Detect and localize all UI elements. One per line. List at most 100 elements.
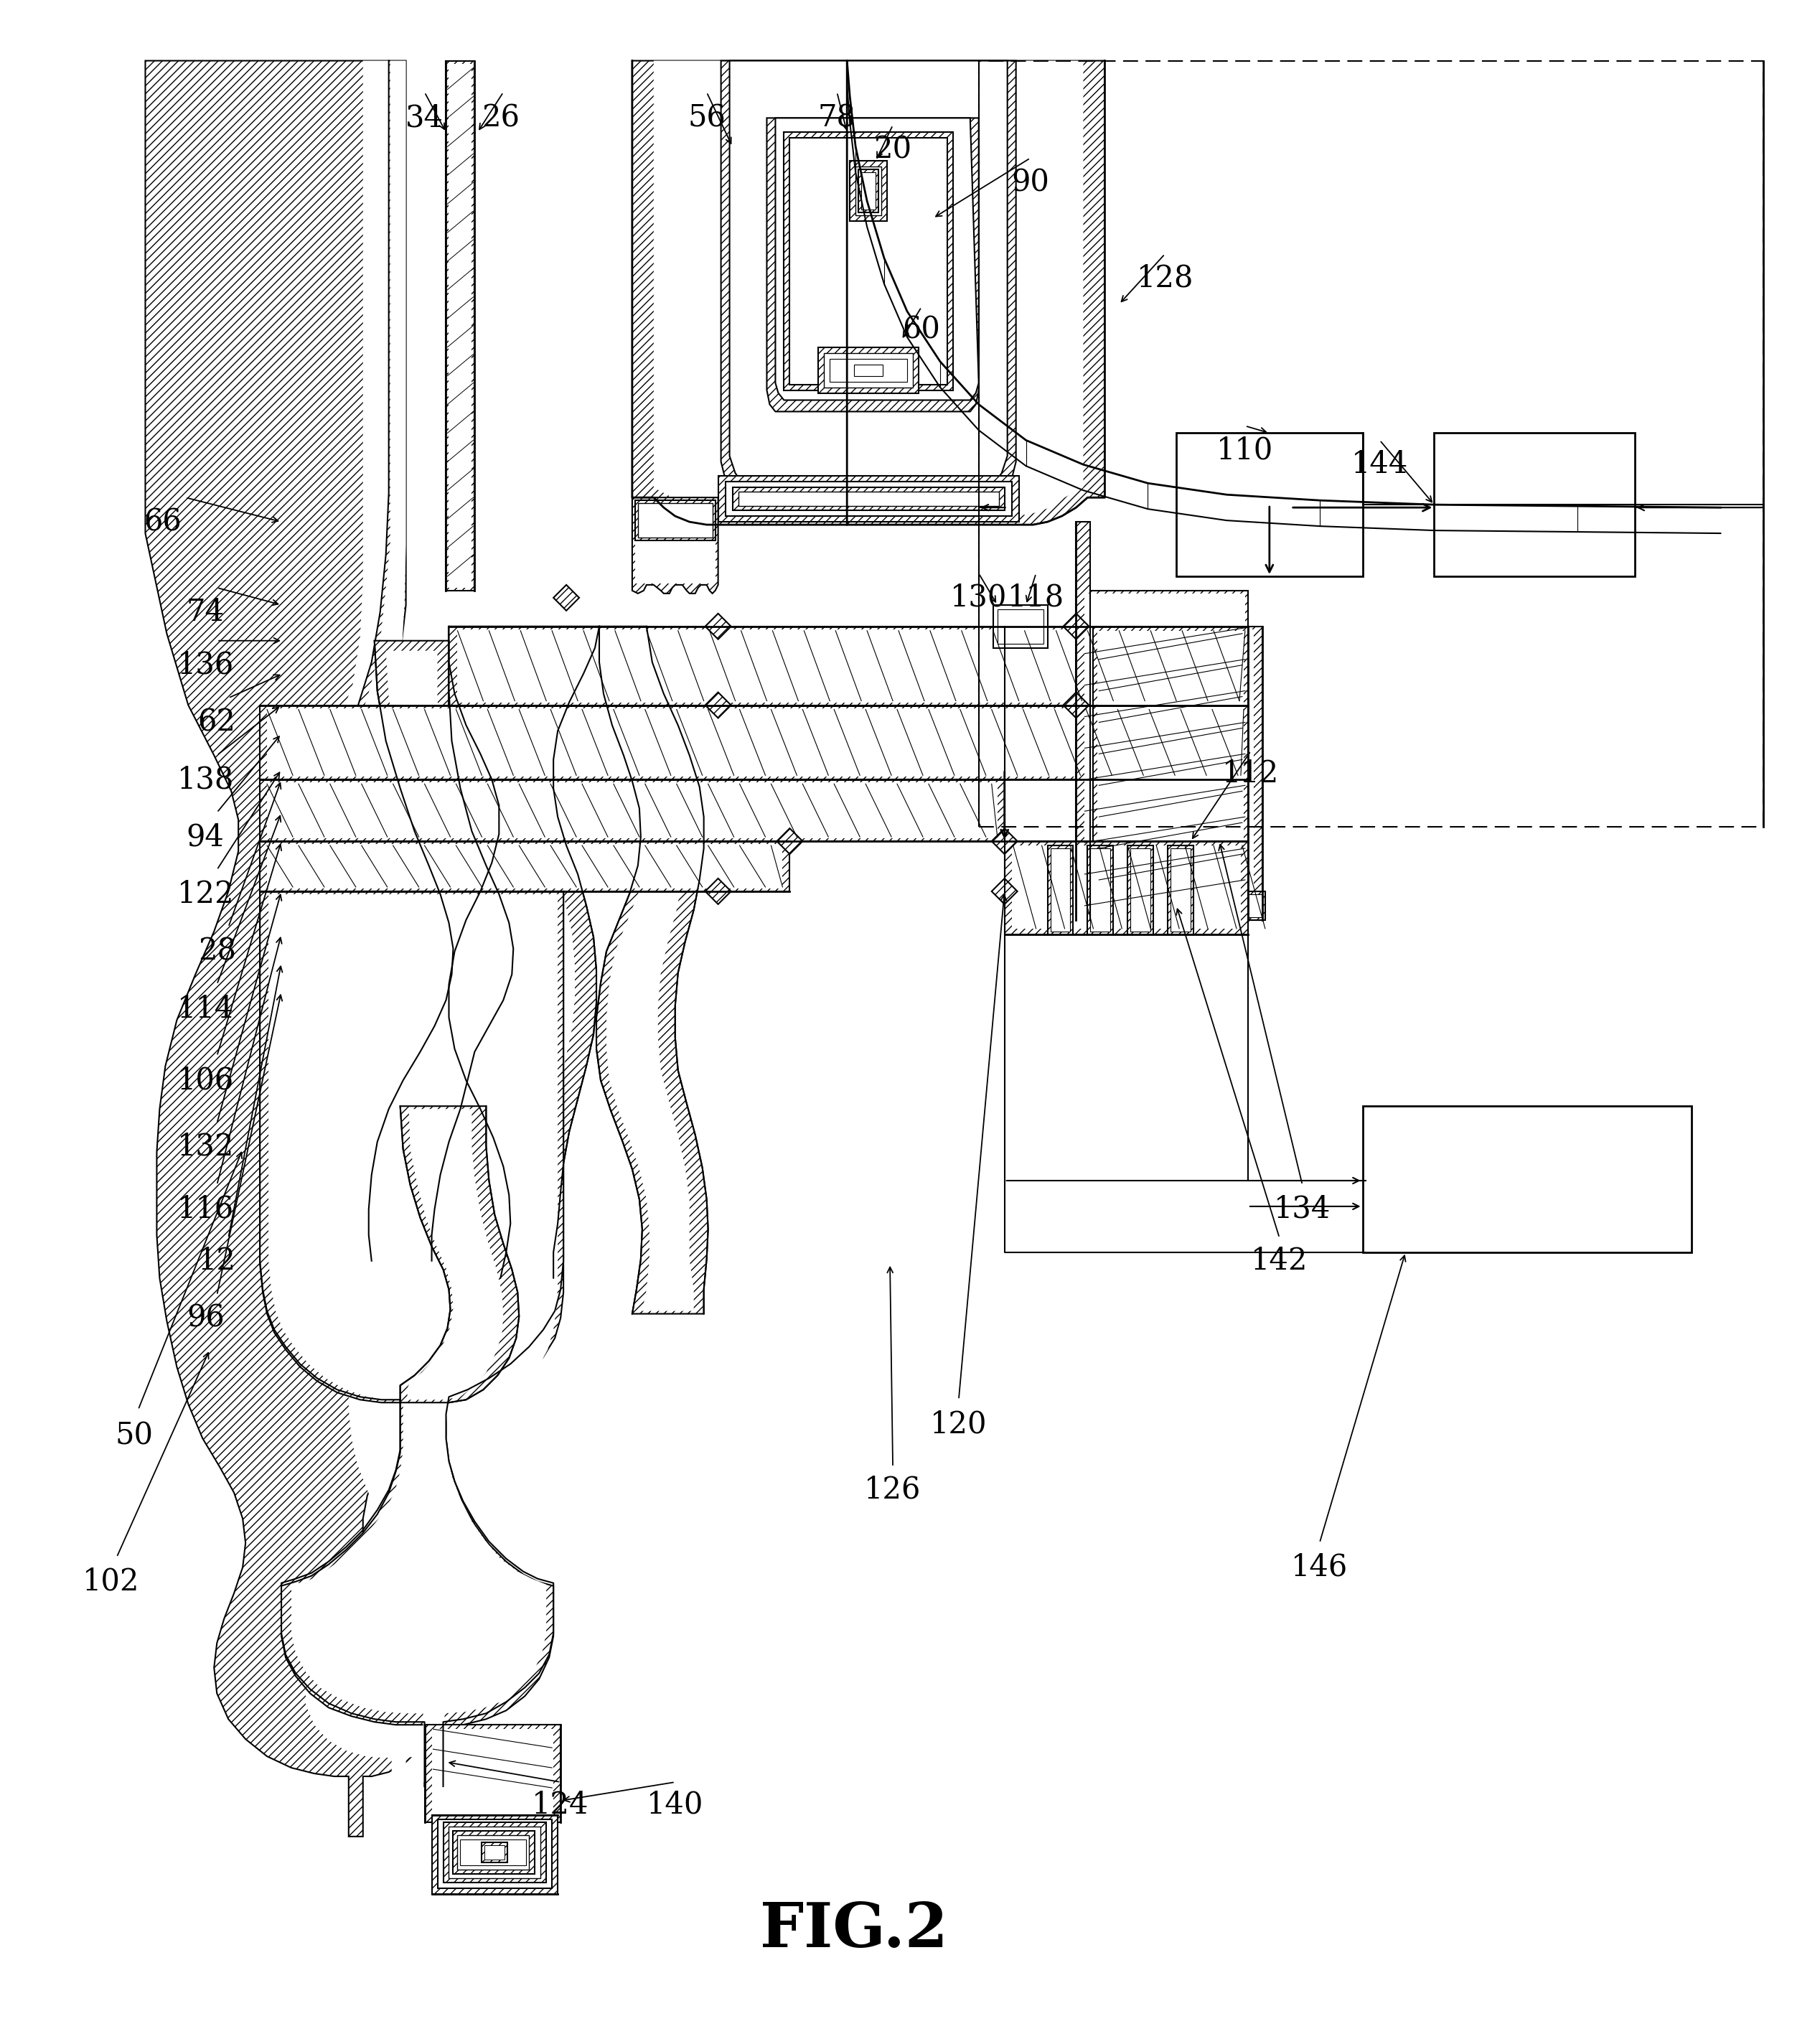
Polygon shape [724,481,1012,516]
Polygon shape [653,61,844,516]
Polygon shape [846,61,1105,524]
Polygon shape [704,693,732,718]
Text: 20: 20 [874,135,912,165]
Polygon shape [1063,614,1088,640]
Text: 122: 122 [177,879,235,909]
Polygon shape [453,1831,535,1874]
Polygon shape [1121,895,1141,918]
Polygon shape [1176,432,1363,577]
Polygon shape [1090,848,1110,932]
Text: 96: 96 [186,1303,224,1334]
Text: 126: 126 [864,1474,921,1505]
Polygon shape [1159,891,1185,920]
Polygon shape [597,626,708,1313]
Polygon shape [450,1827,541,1878]
Polygon shape [1161,895,1181,918]
Polygon shape [859,169,879,212]
Text: 114: 114 [177,993,235,1024]
Polygon shape [784,133,954,389]
Polygon shape [482,1843,508,1862]
Text: 112: 112 [1223,759,1279,789]
Polygon shape [639,504,712,538]
Polygon shape [260,779,1005,842]
Polygon shape [450,626,1249,705]
Polygon shape [850,161,886,220]
Polygon shape [997,610,1043,644]
Text: 66: 66 [144,508,182,536]
Polygon shape [1005,842,1249,934]
Text: 28: 28 [198,936,237,966]
Text: 136: 136 [177,650,235,681]
Polygon shape [1434,432,1634,577]
Polygon shape [766,118,979,412]
Polygon shape [790,139,946,385]
Polygon shape [382,650,501,1258]
Polygon shape [635,500,715,540]
Text: 118: 118 [1008,583,1065,614]
Polygon shape [704,879,732,903]
Polygon shape [442,1823,546,1882]
Text: 102: 102 [82,1566,140,1597]
Polygon shape [260,842,790,891]
Text: 74: 74 [186,597,224,628]
Text: 116: 116 [177,1195,233,1223]
Text: 128: 128 [1136,263,1194,294]
Text: 94: 94 [186,822,224,852]
Polygon shape [260,705,1249,779]
Polygon shape [855,167,881,216]
Polygon shape [268,783,997,838]
Text: FIG.2: FIG.2 [761,1900,948,1959]
Text: 140: 140 [646,1790,704,1821]
Polygon shape [457,630,1239,701]
Polygon shape [431,1729,553,1815]
Polygon shape [1363,1105,1693,1252]
Polygon shape [704,614,732,640]
Text: 134: 134 [1274,1195,1330,1223]
Polygon shape [861,173,875,210]
Polygon shape [730,61,1008,495]
Polygon shape [408,1109,504,1399]
Polygon shape [819,347,919,394]
Polygon shape [994,606,1048,648]
Polygon shape [632,61,846,524]
Polygon shape [739,491,999,506]
Polygon shape [632,498,719,593]
Text: 146: 146 [1290,1552,1349,1582]
Polygon shape [460,1839,526,1866]
Polygon shape [1128,846,1154,934]
Text: 26: 26 [482,102,519,133]
Polygon shape [1119,891,1145,920]
Polygon shape [1170,848,1190,932]
Text: 130: 130 [950,583,1006,614]
Polygon shape [146,61,442,1837]
Polygon shape [1085,524,1254,928]
Polygon shape [424,1725,561,1823]
Polygon shape [450,626,599,1278]
Polygon shape [824,353,914,387]
Polygon shape [992,879,1017,903]
Polygon shape [1130,848,1150,932]
Text: 34: 34 [406,102,444,133]
Polygon shape [992,828,1017,854]
Text: 110: 110 [1216,434,1274,465]
Text: 132: 132 [177,1132,235,1162]
Polygon shape [446,61,475,591]
Polygon shape [1094,626,1249,891]
Polygon shape [260,891,564,1786]
Polygon shape [460,630,586,1274]
Polygon shape [1203,895,1223,918]
Polygon shape [732,487,1005,510]
Polygon shape [719,475,1019,522]
Polygon shape [369,640,515,1260]
Polygon shape [1076,522,1263,934]
Polygon shape [484,1845,504,1860]
Polygon shape [1243,895,1263,918]
Polygon shape [400,1105,519,1403]
Polygon shape [457,1835,530,1870]
Polygon shape [295,61,457,1837]
Polygon shape [606,630,693,1311]
Polygon shape [775,118,979,400]
Text: 138: 138 [177,765,235,795]
Polygon shape [1063,693,1088,718]
Polygon shape [635,500,715,583]
